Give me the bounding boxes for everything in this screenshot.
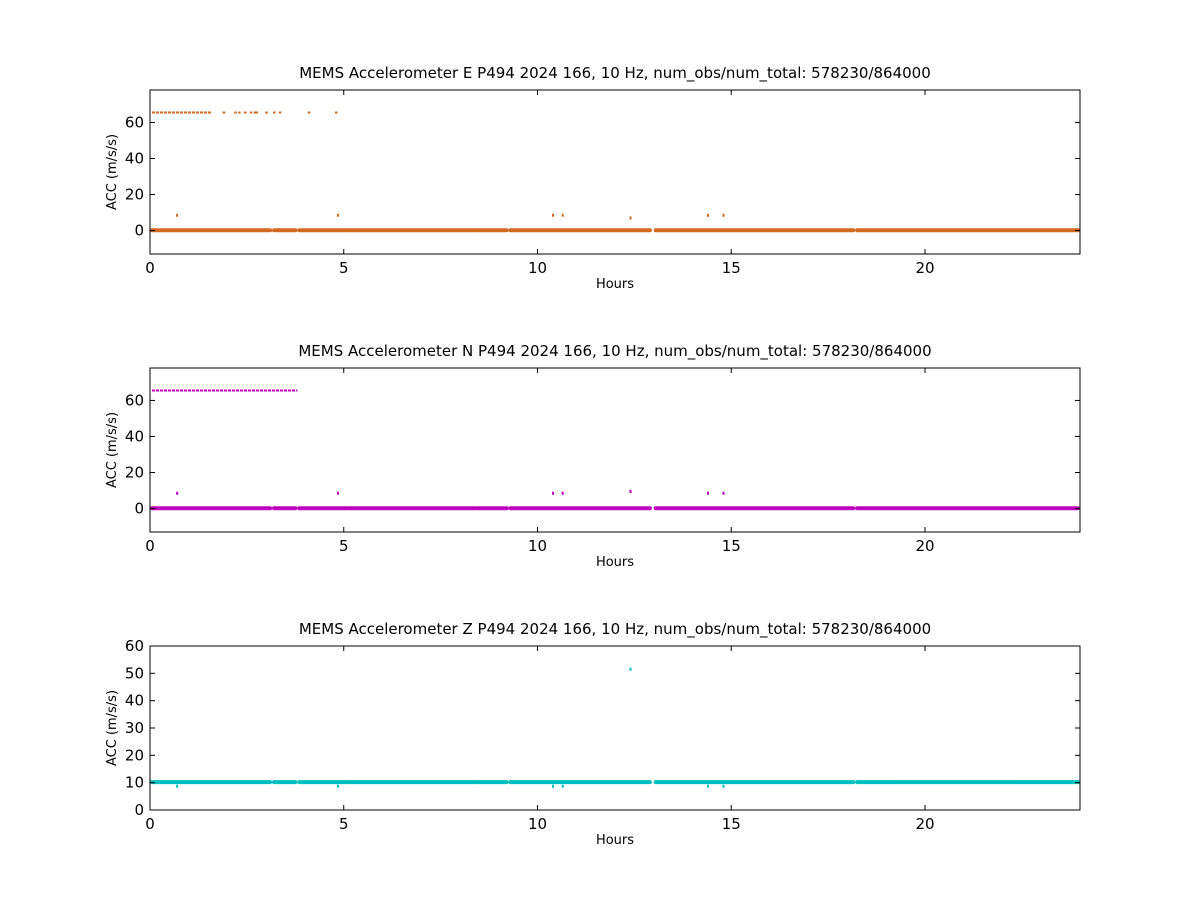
data-point xyxy=(561,784,564,788)
y-axis-label: ACC (m/s/s) xyxy=(105,690,120,766)
x-tick-label: 10 xyxy=(528,537,547,555)
y-tick-label: 0 xyxy=(134,222,144,240)
upper-band-point xyxy=(278,111,282,114)
axes-frame xyxy=(149,89,1081,255)
data-point xyxy=(629,489,632,493)
data-point xyxy=(707,784,709,788)
upper-band-point xyxy=(249,111,253,114)
data-point xyxy=(336,784,339,788)
upper-band-point xyxy=(243,111,247,114)
y-tick-label: 40 xyxy=(125,149,144,167)
data-point xyxy=(629,216,632,220)
y-tick-label: 0 xyxy=(134,500,144,518)
upper-band-point xyxy=(335,111,338,114)
x-tick-label: 10 xyxy=(528,259,547,277)
y-tick-label: 20 xyxy=(125,186,144,204)
data-point xyxy=(336,491,339,495)
upper-band-point xyxy=(255,111,259,114)
data-point xyxy=(176,784,179,788)
x-tick-label: 20 xyxy=(915,815,934,833)
data-point xyxy=(552,213,554,217)
y-tick-label: 50 xyxy=(125,664,144,682)
upper-band-point xyxy=(273,111,276,114)
y-tick-label: 40 xyxy=(125,427,144,445)
chart-panel-east: MEMS Accelerometer E P494 2024 166, 10 H… xyxy=(105,64,1081,292)
x-tick-label: 15 xyxy=(722,815,741,833)
data-point xyxy=(552,784,554,788)
x-axis-label: Hours xyxy=(596,833,634,848)
data-point xyxy=(707,213,709,217)
data-point xyxy=(629,667,632,671)
x-tick-label: 5 xyxy=(339,815,349,833)
chart-title-vertical: MEMS Accelerometer Z P494 2024 166, 10 H… xyxy=(299,620,931,639)
x-tick-label: 20 xyxy=(915,537,934,555)
chart-panel-north: MEMS Accelerometer N P494 2024 166, 10 H… xyxy=(105,342,1081,570)
data-point xyxy=(722,491,725,495)
data-point xyxy=(336,213,339,217)
x-tick-label: 0 xyxy=(145,259,155,277)
data-point xyxy=(722,213,725,217)
y-tick-label: 60 xyxy=(125,391,144,409)
x-tick-label: 10 xyxy=(528,815,547,833)
y-tick-label: 40 xyxy=(125,692,144,710)
x-tick-label: 0 xyxy=(145,815,155,833)
x-axis-label: Hours xyxy=(596,555,634,570)
x-tick-label: 0 xyxy=(145,537,155,555)
data-point xyxy=(176,213,179,217)
y-tick-label: 30 xyxy=(125,719,144,737)
upper-band-point xyxy=(253,111,257,114)
axes-frame xyxy=(149,367,1081,533)
y-tick-label: 10 xyxy=(125,774,144,792)
upper-band-point xyxy=(222,111,226,114)
x-tick-label: 15 xyxy=(722,259,741,277)
y-axis-label: ACC (m/s/s) xyxy=(105,412,120,488)
chart-panel-vertical: MEMS Accelerometer Z P494 2024 166, 10 H… xyxy=(105,620,1081,848)
upper-band-point xyxy=(307,111,311,114)
upper-band-point xyxy=(234,111,237,114)
chart-title-north: MEMS Accelerometer N P494 2024 166, 10 H… xyxy=(298,342,931,361)
x-tick-label: 15 xyxy=(722,537,741,555)
y-axis-label: ACC (m/s/s) xyxy=(105,134,120,210)
y-tick-label: 60 xyxy=(125,637,144,655)
y-tick-label: 20 xyxy=(125,746,144,764)
data-point xyxy=(552,491,554,495)
chart-title-east: MEMS Accelerometer E P494 2024 166, 10 H… xyxy=(299,64,931,83)
y-tick-label: 0 xyxy=(134,801,144,819)
axes-frame xyxy=(149,645,1081,811)
data-point xyxy=(561,213,564,217)
data-point xyxy=(176,491,179,495)
x-tick-label: 5 xyxy=(339,259,349,277)
upper-band-point xyxy=(238,111,241,114)
data-point xyxy=(561,491,564,495)
x-tick-label: 5 xyxy=(339,537,349,555)
data-point xyxy=(722,784,725,788)
upper-band-point xyxy=(265,111,268,114)
x-axis-label: Hours xyxy=(596,277,634,292)
y-tick-label: 20 xyxy=(125,464,144,482)
x-tick-label: 20 xyxy=(915,259,934,277)
y-tick-label: 60 xyxy=(125,113,144,131)
data-point xyxy=(707,491,709,495)
